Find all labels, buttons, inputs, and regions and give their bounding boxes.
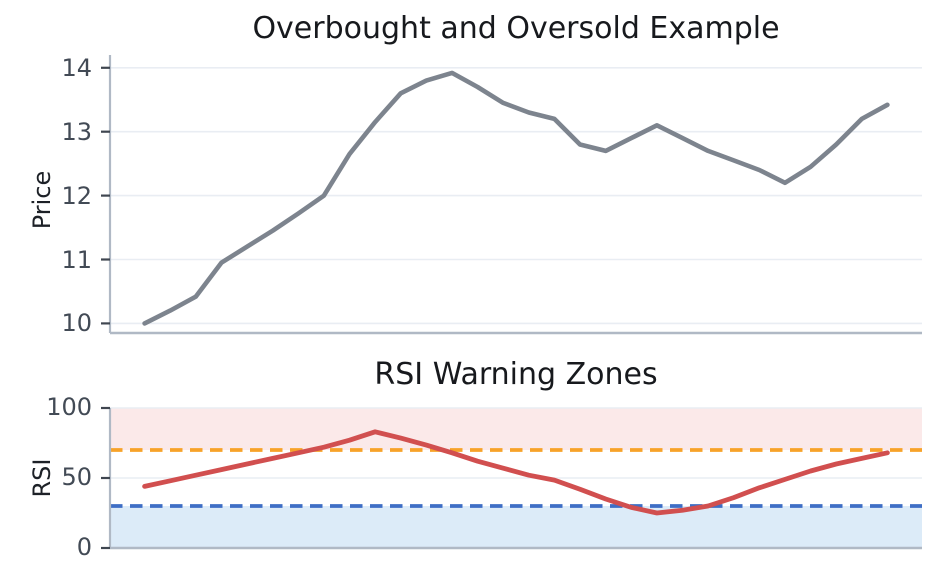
rsi-chart-title: RSI Warning Zones (374, 357, 658, 392)
rsi-ytick-50: 50 (61, 463, 92, 491)
rsi-axis-label: RSI (28, 458, 56, 498)
price-ytick-10: 10 (61, 309, 92, 337)
rsi-ytick-100: 100 (46, 393, 92, 421)
rsi-plot-area (101, 406, 922, 550)
price-ytick-14: 14 (61, 54, 92, 82)
price-chart-title: Overbought and Oversold Example (252, 11, 780, 46)
price-plot-area (101, 55, 922, 335)
price-ytick-13: 13 (61, 118, 92, 146)
price-ytick-12: 12 (61, 182, 92, 210)
rsi-ytick-0: 0 (76, 533, 92, 561)
price-ytick-11: 11 (61, 246, 92, 274)
price-axis-label: Price (28, 170, 56, 230)
